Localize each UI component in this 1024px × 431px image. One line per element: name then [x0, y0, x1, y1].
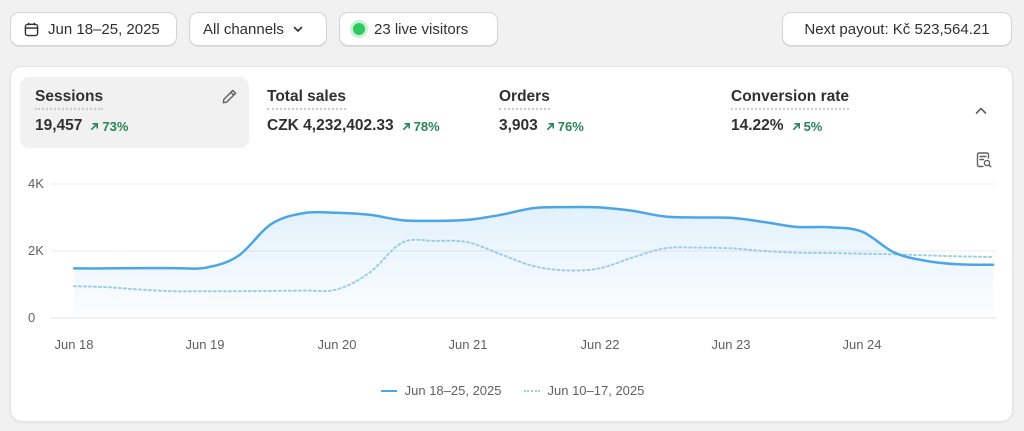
legend-item-previous[interactable]: Jun 10–17, 2025 [523, 383, 645, 398]
next-payout-label: Next payout: Kč 523,564.21 [804, 20, 990, 38]
chevron-down-icon [292, 23, 304, 35]
live-visitors-label: 23 live visitors [374, 20, 469, 38]
calendar-icon [24, 22, 39, 37]
arrow-up-right-icon [546, 122, 554, 130]
date-range-label: Jun 18–25, 2025 [48, 20, 160, 38]
pencil-icon[interactable] [221, 88, 238, 110]
date-range-button[interactable]: Jun 18–25, 2025 [10, 12, 177, 46]
y-tick-label: 2K [28, 243, 44, 258]
metric-tab-orders[interactable]: Orders 3,903 76% [484, 77, 713, 148]
metric-change-value: 73% [102, 118, 129, 134]
x-tick-label: Jun 24 [842, 337, 882, 352]
metric-value: CZK 4,232,402.33 [267, 117, 394, 134]
metric-value: 14.22% [731, 117, 784, 134]
metric-tab-total-sales[interactable]: Total sales CZK 4,232,402.33 78% [252, 77, 481, 148]
legend-label: Jun 18–25, 2025 [404, 383, 502, 398]
legend-item-current[interactable]: Jun 18–25, 2025 [380, 383, 502, 398]
x-tick-label: Jun 19 [185, 337, 225, 352]
x-tick-label: Jun 20 [317, 337, 357, 352]
chevron-up-icon[interactable] [973, 103, 989, 124]
metric-label: Sessions [35, 88, 104, 110]
y-tick-label: 0 [28, 310, 36, 325]
metric-change: 76% [546, 119, 584, 134]
metric-change: 5% [792, 118, 823, 134]
legend-swatch [380, 389, 397, 392]
channels-label: All channels [203, 20, 284, 38]
x-tick-label: Jun 22 [580, 337, 620, 352]
x-tick-label: Jun 21 [448, 337, 488, 352]
arrow-up-right-icon [91, 122, 99, 130]
metric-change-value: 76% [557, 118, 584, 134]
metric-change: 73% [90, 119, 128, 134]
report-search-icon[interactable] [975, 151, 993, 174]
metric-value: 3,903 [499, 117, 538, 134]
metric-change: 78% [402, 119, 440, 134]
arrow-up-right-icon [792, 122, 800, 130]
metric-value: 19,457 [35, 117, 83, 134]
metric-label: Orders [499, 88, 550, 110]
metric-tab-conversion-rate[interactable]: Conversion rate 14.22% 5% [716, 77, 945, 148]
legend-label: Jun 10–17, 2025 [547, 383, 645, 398]
x-tick-label: Jun 18 [54, 337, 94, 352]
analytics-card: Sessions 19,457 73% Total sales CZK 4,23… [10, 66, 1013, 422]
series-line-previous [73, 238, 995, 293]
next-payout-button[interactable]: Next payout: Kč 523,564.21 [782, 12, 1012, 46]
metric-label: Total sales [267, 88, 346, 110]
live-status-dot [353, 23, 365, 35]
metric-tab-sessions[interactable]: Sessions 19,457 73% [20, 77, 249, 148]
series-area-current [74, 206, 994, 318]
arrow-up-right-icon [402, 122, 410, 130]
x-tick-label: Jun 23 [711, 337, 751, 352]
channels-dropdown[interactable]: All channels [189, 12, 327, 46]
chart-legend: Jun 18–25, 2025 Jun 10–17, 2025 [11, 383, 1014, 398]
metric-change-value: 5% [803, 118, 823, 134]
live-visitors-button[interactable]: 23 live visitors [339, 12, 498, 46]
metric-change-value: 78% [413, 118, 440, 134]
series-line-current [72, 205, 995, 270]
legend-swatch [523, 389, 540, 392]
y-tick-label: 4K [28, 176, 44, 191]
metric-label: Conversion rate [731, 88, 850, 110]
